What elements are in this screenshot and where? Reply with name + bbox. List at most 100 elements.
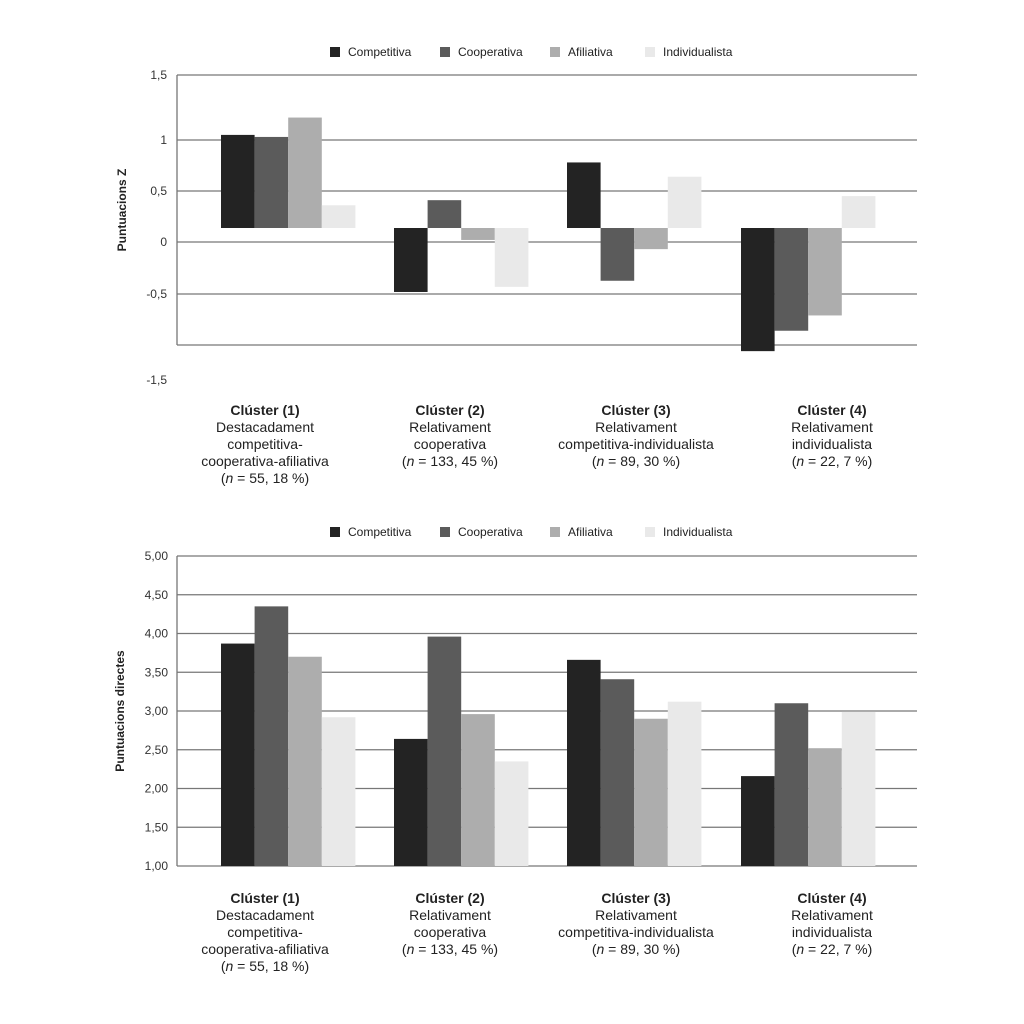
- legend-swatch-cooperativa: [440, 527, 450, 537]
- category-description: Relativament: [595, 907, 677, 923]
- bar-competitiva: [394, 738, 428, 866]
- category-title: Clúster (2): [415, 890, 485, 906]
- category-description: Destacadament: [215, 907, 315, 923]
- category-description: Relativament: [791, 907, 873, 923]
- category-sample-size: n = 89, 30 %: [541, 941, 731, 958]
- legend-swatch-cooperativa: [440, 47, 450, 57]
- y-tick-label: 1,5: [150, 68, 167, 82]
- category-title: Clúster (3): [601, 402, 671, 418]
- legend-label-competitiva: Competitiva: [348, 525, 412, 539]
- category-sample-size: n = 55, 18 %: [170, 958, 360, 975]
- category-label: Clúster (2)Relativamentcooperativan = 13…: [355, 890, 545, 958]
- bar-afiliativa: [634, 228, 668, 250]
- y-tick-label: 2,50: [145, 743, 169, 757]
- category-title: Clúster (4): [797, 402, 867, 418]
- category-description: Relativament: [409, 419, 491, 435]
- category-sample-size: n = 133, 45 %: [355, 941, 545, 958]
- y-tick-label: 3,00: [145, 704, 169, 718]
- bar-afiliativa: [634, 718, 668, 866]
- bar-competitiva: [221, 134, 255, 228]
- bar-cooperativa: [774, 228, 809, 331]
- category-description: competitiva-individualista: [558, 924, 714, 940]
- category-title: Clúster (1): [230, 890, 300, 906]
- category-label: Clúster (3) Relativament competitiva-indiv…: [541, 402, 731, 470]
- category-description: competitiva-: [227, 436, 303, 452]
- bar-afiliativa: [808, 228, 842, 316]
- y-tick-label: 5,00: [145, 549, 169, 563]
- y-tick-label: 4,50: [145, 588, 169, 602]
- category-description: competitiva-individualista: [558, 436, 714, 452]
- bar-individualista: [841, 711, 876, 866]
- y-tick-label: 4,00: [145, 627, 169, 641]
- bar-cooperativa: [600, 228, 635, 281]
- category-label: Clúster (3) Relativament competitiva-indiv…: [541, 890, 731, 958]
- y-tick-label: -0,5: [146, 287, 167, 301]
- legend-label-individualista: Individualista: [663, 45, 733, 59]
- bar-individualista: [321, 717, 356, 866]
- category-description: Destacadament: [215, 419, 315, 435]
- bar-afiliativa: [461, 714, 495, 866]
- bar-competitiva: [221, 643, 255, 866]
- category-description: cooperativa: [413, 436, 487, 452]
- legend-swatch-competitiva: [330, 527, 340, 537]
- legend-swatch-afiliativa: [550, 527, 560, 537]
- category-sample-size: n = 22, 7 %: [737, 453, 927, 470]
- bar-individualista: [494, 228, 529, 287]
- category-description: Relativament: [791, 419, 873, 435]
- category-description: individualista: [791, 924, 873, 940]
- bar-afiliativa: [461, 228, 495, 240]
- category-description: Relativament: [409, 907, 491, 923]
- bar-cooperativa: [427, 636, 462, 866]
- y-tick-label: 2,00: [145, 782, 169, 796]
- category-title: Clúster (4): [797, 890, 867, 906]
- bar-individualista: [494, 761, 529, 866]
- legend-label-individualista: Individualista: [663, 525, 733, 539]
- category-description: competitiva-: [227, 924, 303, 940]
- bar-cooperativa: [600, 679, 635, 866]
- bar-cooperativa: [254, 136, 289, 228]
- category-sample-size: n = 133, 45 %: [355, 453, 545, 470]
- y-tick-label: 0: [160, 235, 167, 249]
- bar-cooperativa: [254, 606, 289, 866]
- bar-competitiva: [567, 162, 601, 228]
- legend-label-competitiva: Competitiva: [348, 45, 412, 59]
- bar-individualista: [667, 176, 702, 228]
- category-description: individualista: [791, 436, 873, 452]
- y-tick-label: 3,50: [145, 665, 169, 679]
- y-tick-label: -1,5: [146, 373, 167, 387]
- category-description: Relativament: [595, 419, 677, 435]
- bar-competitiva: [741, 228, 775, 352]
- y-tick-label: 1: [160, 133, 167, 147]
- category-label: Clúster (4)Relativamentindividualistan =…: [737, 402, 927, 470]
- y-tick-label: 1,00: [145, 859, 169, 873]
- bar-individualista: [841, 196, 876, 228]
- category-sample-size: n = 89, 30 %: [541, 453, 731, 470]
- legend-label-afiliativa: Afiliativa: [568, 45, 613, 59]
- category-title: Clúster (1): [230, 402, 300, 418]
- bar-competitiva: [394, 228, 428, 292]
- bar-afiliativa: [288, 656, 322, 866]
- category-label: Clúster (1) Destacadament competitiva-coop…: [170, 890, 360, 975]
- bar-cooperativa: [774, 703, 809, 866]
- category-label: Clúster (4)Relativamentindividualistan =…: [737, 890, 927, 958]
- category-label: Clúster (2)Relativamentcooperativan = 13…: [355, 402, 545, 470]
- bar-competitiva: [567, 659, 601, 866]
- category-title: Clúster (2): [415, 402, 485, 418]
- category-sample-size: n = 55, 18 %: [170, 470, 360, 487]
- legend-label-cooperativa: Cooperativa: [458, 45, 523, 59]
- legend-swatch-afiliativa: [550, 47, 560, 57]
- category-description: cooperativa-afiliativa: [201, 941, 329, 957]
- category-label: Clúster (1) Destacadament competitiva-coop…: [170, 402, 360, 487]
- legend-label-afiliativa: Afiliativa: [568, 525, 613, 539]
- bar-cooperativa: [427, 200, 462, 228]
- legend-swatch-competitiva: [330, 47, 340, 57]
- y-axis-title: Puntuacions Z: [115, 169, 129, 252]
- bar-individualista: [667, 701, 702, 866]
- y-axis-title: Puntuacions directes: [113, 650, 127, 772]
- category-sample-size: n = 22, 7 %: [737, 941, 927, 958]
- legend-label-cooperativa: Cooperativa: [458, 525, 523, 539]
- category-description: cooperativa: [413, 924, 487, 940]
- category-description: cooperativa-afiliativa: [201, 453, 329, 469]
- bar-afiliativa: [808, 748, 842, 866]
